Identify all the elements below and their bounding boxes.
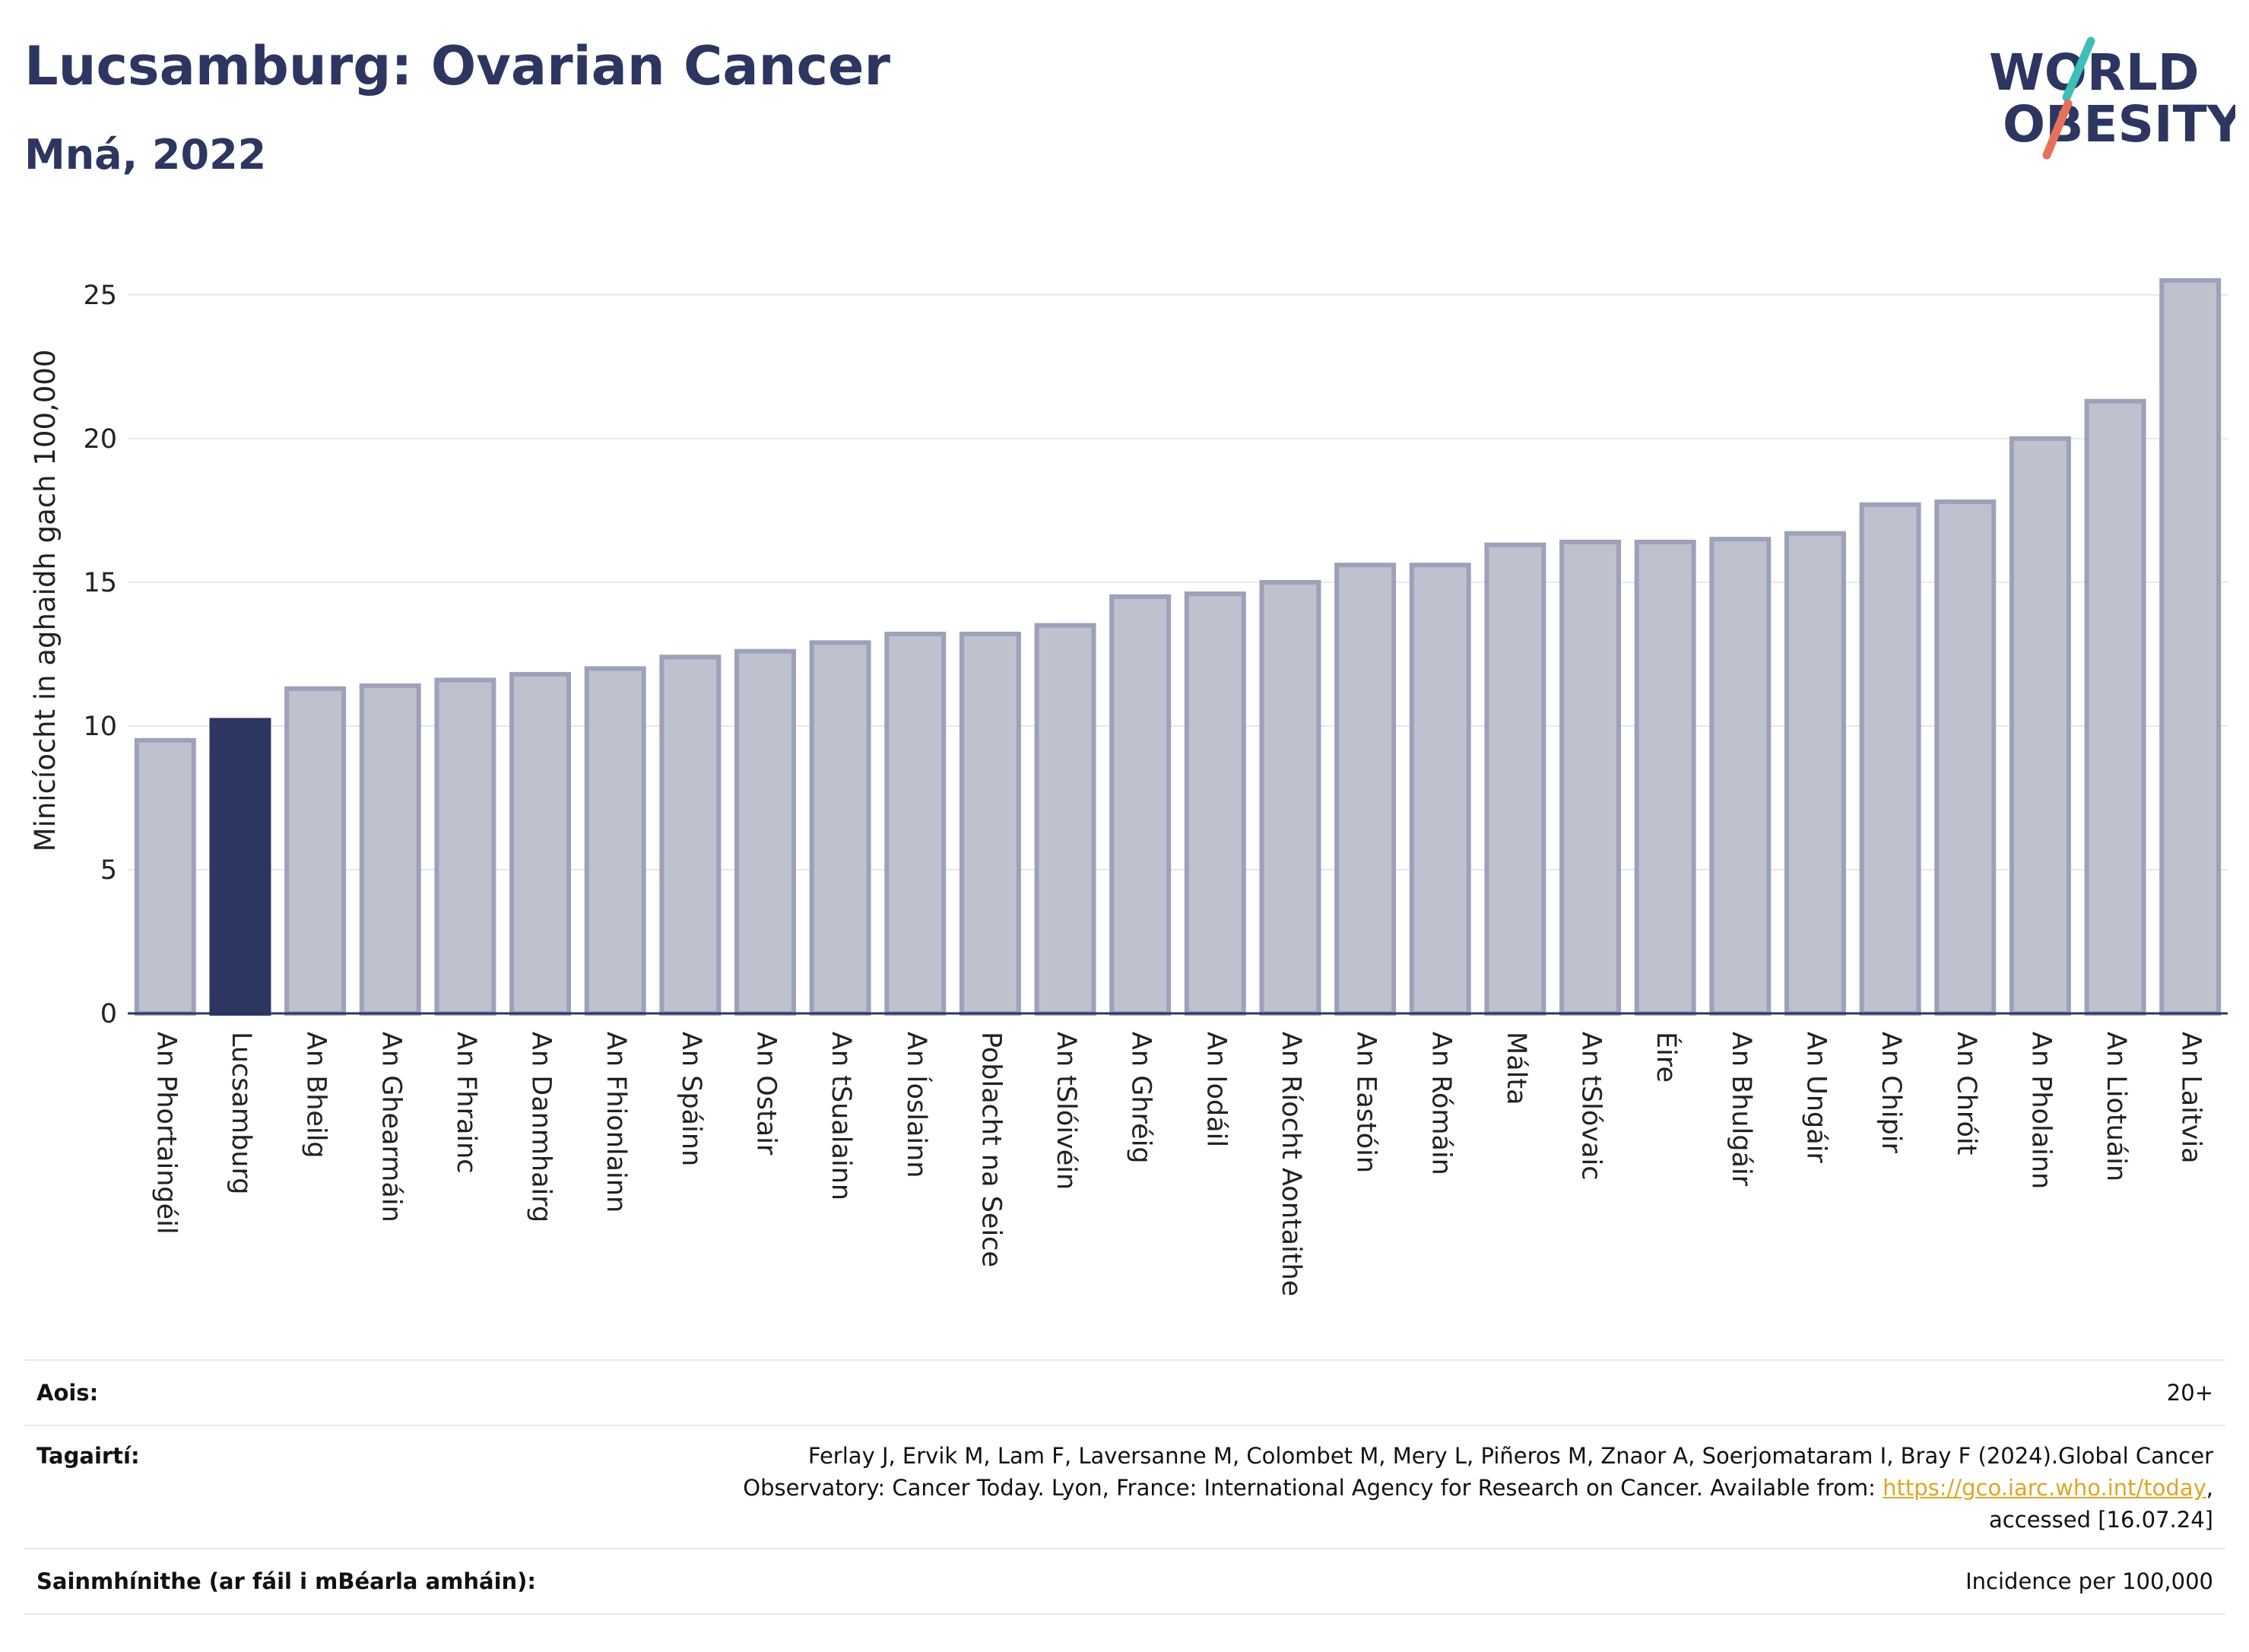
x-tick-label: An Fhionlainn xyxy=(601,1032,631,1213)
y-tick-label: 10 xyxy=(83,712,117,742)
x-tick-label: An Spáinn xyxy=(676,1032,706,1166)
reference-line-1: Ferlay J, Ervik M, Lam F, Laversanne M, … xyxy=(807,1443,2213,1469)
bar-5 xyxy=(509,671,572,1016)
reference-line-2-end: , xyxy=(2206,1475,2213,1501)
age-row: Aois: 20+ xyxy=(24,1359,2225,1425)
x-tick-label: An Bhulgáir xyxy=(1726,1032,1756,1187)
bar-19 xyxy=(1559,539,1622,1016)
reference-line-3: accessed [16.07.24] xyxy=(1989,1507,2213,1533)
y-tick-labels: 0 5 10 15 20 25 xyxy=(83,281,117,1029)
reference-row: Tagairtí: Ferlay J, Ervik M, Lam F, Lave… xyxy=(24,1425,2225,1548)
x-tick-label: Málta xyxy=(1501,1032,1531,1105)
bar-14 xyxy=(1184,591,1246,1016)
logo-word-world: WORLD xyxy=(1989,43,2200,102)
y-tick-label: 0 xyxy=(100,999,117,1029)
bar-9 xyxy=(809,640,871,1016)
y-tick-label: 20 xyxy=(83,424,117,455)
x-tick-label: An Fhrainc xyxy=(451,1032,481,1174)
bar-16 xyxy=(1334,563,1397,1016)
x-tick-label: An Pholainn xyxy=(2025,1032,2056,1189)
x-tick-label: An Laitvia xyxy=(2176,1032,2206,1164)
logo-word-obesity: OBESITY xyxy=(2003,95,2235,154)
definition-label: Sainmhínithe (ar fáil i mBéarla amháin): xyxy=(36,1568,537,1594)
bar-21 xyxy=(1709,537,1772,1016)
x-tick-label: Éire xyxy=(1651,1032,1683,1083)
chart-subtitle: Mná, 2022 xyxy=(24,131,267,179)
reference-text: Ferlay J, Ervik M, Lam F, Laversanne M, … xyxy=(743,1440,2213,1536)
x-tick-label: An Eastóin xyxy=(1351,1032,1381,1173)
x-tick-label: An Ungáir xyxy=(1800,1032,1831,1163)
bar-chart: 0 5 10 15 20 25 An Phortaingéil Lucsamburg An B… xyxy=(29,277,2228,1296)
definition-value: Incidence per 100,000 xyxy=(1965,1568,2213,1594)
logo-slash-bottom xyxy=(2042,99,2073,160)
bar-13 xyxy=(1109,594,1172,1016)
x-tick-label: An Liotuáin xyxy=(2101,1032,2131,1181)
chart-footer: Aois: 20+ Tagairtí: Ferlay J, Ervik M, L… xyxy=(24,1359,2225,1615)
y-tick-label: 15 xyxy=(83,568,117,598)
reference-line-2: Observatory: Cancer Today. Lyon, France:… xyxy=(743,1475,1883,1501)
logo-slash-top xyxy=(2062,36,2095,102)
x-tick-label: An Rómáin xyxy=(1426,1032,1456,1175)
y-tick-label: 5 xyxy=(100,855,117,886)
bar-22 xyxy=(1784,531,1846,1016)
bar-25 xyxy=(2009,436,2071,1016)
y-axis-label: Minicíocht in aghaidh gach 100,000 xyxy=(29,350,62,852)
bar-26 xyxy=(2084,398,2146,1016)
bar-4 xyxy=(434,677,496,1016)
bar-0 xyxy=(134,737,196,1016)
x-tick-label: An Iodáil xyxy=(1201,1032,1231,1147)
bar-1 xyxy=(209,718,271,1016)
bar-6 xyxy=(584,666,646,1016)
bar-12 xyxy=(1034,623,1096,1016)
reference-label: Tagairtí: xyxy=(36,1443,140,1469)
bar-11 xyxy=(959,631,1021,1016)
x-tick-label: An Bheilg xyxy=(301,1032,331,1159)
x-tick-label: An Ostair xyxy=(750,1032,781,1156)
bars xyxy=(134,277,2222,1016)
x-tick-label: An tSualainn xyxy=(826,1032,856,1200)
x-tick-label: Lucsamburg xyxy=(226,1032,256,1194)
bar-23 xyxy=(1859,502,1921,1016)
age-label: Aois: xyxy=(36,1380,99,1406)
x-tick-label: An Íoslainn xyxy=(901,1032,933,1178)
x-tick-label: An tSlóvaic xyxy=(1576,1032,1607,1180)
x-tick-label: Poblacht na Seice xyxy=(975,1032,1006,1267)
definition-row: Sainmhínithe (ar fáil i mBéarla amháin):… xyxy=(24,1548,2225,1615)
x-tick-label: An tSlóivéin xyxy=(1051,1032,1081,1190)
x-tick-label: An Danmhairg xyxy=(526,1032,557,1222)
bar-7 xyxy=(659,655,722,1016)
bar-2 xyxy=(284,686,347,1016)
bar-3 xyxy=(359,683,421,1016)
bar-24 xyxy=(1934,499,1997,1016)
bar-10 xyxy=(884,631,947,1016)
world-obesity-logo: WORLD OBESITY xyxy=(1989,36,2235,160)
reference-link[interactable]: https://gco.iarc.who.int/today xyxy=(1883,1475,2206,1501)
x-tick-label: An Ríocht Aontaithe xyxy=(1276,1032,1306,1296)
bar-8 xyxy=(734,648,796,1016)
x-tick-label: An Chipir xyxy=(1876,1032,1906,1154)
x-tick-label: An Ghearmáin xyxy=(376,1032,406,1222)
age-value: 20+ xyxy=(2166,1380,2213,1406)
x-tick-label: An Chróit xyxy=(1951,1032,1981,1155)
bar-27 xyxy=(2159,277,2222,1016)
x-tick-labels: An Phortaingéil Lucsamburg An Bheilg An Ghe… xyxy=(151,1032,2206,1296)
x-tick-label: An Ghréig xyxy=(1126,1032,1156,1164)
bar-17 xyxy=(1409,563,1471,1016)
chart-title: Lucsamburg: Ovarian Cancer xyxy=(24,35,890,97)
bar-20 xyxy=(1634,539,1696,1016)
bar-15 xyxy=(1259,579,1321,1016)
y-tick-label: 25 xyxy=(83,281,117,311)
bar-18 xyxy=(1484,542,1546,1016)
x-tick-label: An Phortaingéil xyxy=(151,1032,181,1235)
